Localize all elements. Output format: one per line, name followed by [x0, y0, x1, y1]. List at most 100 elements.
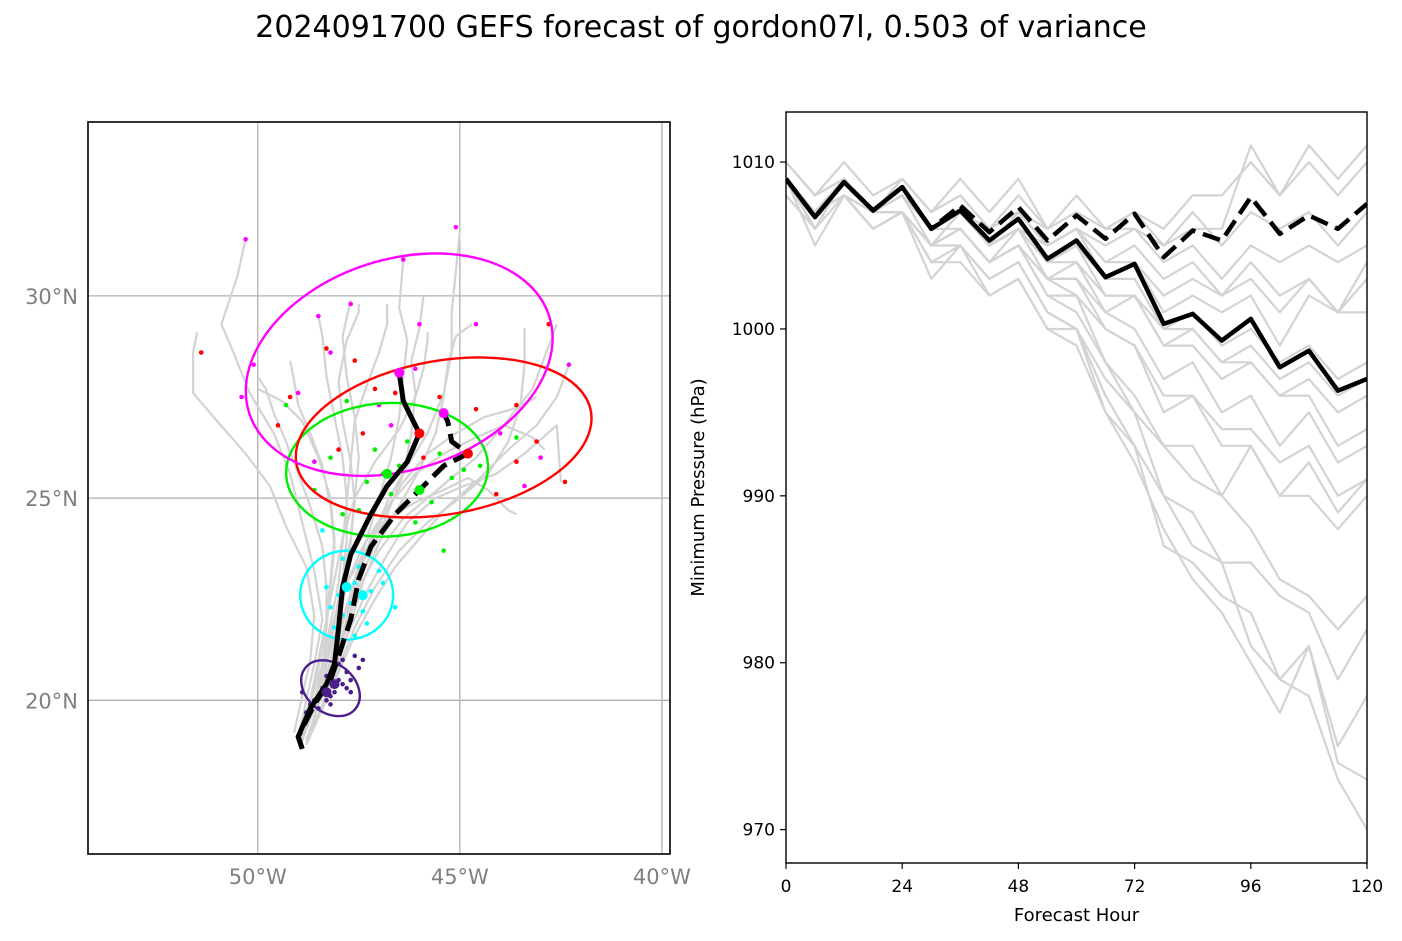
member-position-dot-120h [243, 236, 248, 242]
member-position-dot-24h [348, 689, 354, 695]
member-position-dot-72h [364, 479, 370, 485]
mean-position-dot-120h [438, 408, 449, 419]
member-position-dot-96h [473, 406, 479, 412]
member-position-dot-24h [356, 665, 362, 671]
xtick-label: 96 [1240, 877, 1262, 897]
member-position-dot-72h [413, 520, 418, 525]
member-position-dot-48h [352, 580, 358, 586]
member-position-dot-24h [348, 677, 354, 683]
member-position-dot-48h [380, 580, 386, 586]
member-position-dot-120h [473, 321, 479, 327]
member-position-dot-120h [522, 483, 527, 489]
member-position-dot-96h [352, 358, 358, 363]
map-xtick-label: 50°W [229, 865, 287, 889]
member-position-dot-120h [400, 257, 406, 262]
member-position-dot-24h [344, 685, 349, 691]
member-pressure-line [786, 177, 1367, 831]
member-position-dot-72h [441, 548, 446, 553]
member-position-dot-72h [477, 463, 483, 469]
mean-position-dot-48h [341, 582, 352, 593]
member-position-dot-72h [388, 491, 394, 497]
member-position-dot-24h [352, 653, 358, 659]
member-position-dot-96h [534, 439, 539, 444]
member-position-dot-48h [328, 605, 333, 610]
member-position-dot-72h [328, 455, 333, 460]
member-position-dot-96h [392, 390, 398, 396]
member-position-dot-120h [295, 390, 301, 396]
xtick-label: 120 [1351, 877, 1383, 897]
member-position-dot-72h [461, 467, 467, 473]
member-position-dot-120h [251, 362, 257, 367]
member-position-dot-24h [332, 689, 337, 695]
y-axis-label: Minimum Pressure (hPa) [688, 378, 709, 596]
member-track [305, 364, 571, 746]
ytick-label: 1010 [732, 153, 775, 173]
xtick-label: 24 [891, 877, 913, 897]
member-position-dot-48h [368, 588, 374, 594]
mean-position-dot-24h [321, 687, 332, 698]
uncertainty-ellipse-24h [300, 659, 361, 718]
member-position-dot-96h [198, 350, 204, 355]
member-position-dot-96h [514, 459, 519, 465]
mean-position-dot-72h [414, 485, 425, 496]
member-position-dot-48h [320, 528, 325, 533]
member-track [192, 332, 316, 733]
ytick-label: 970 [743, 821, 775, 841]
member-position-dot-96h [562, 479, 568, 485]
member-position-dot-120h [538, 455, 543, 460]
member-position-dot-24h [340, 681, 345, 687]
member-position-dot-120h [348, 301, 354, 307]
member-position-dot-72h [372, 447, 378, 452]
member-position-dot-24h [340, 657, 345, 663]
member-position-dot-120h [566, 362, 572, 367]
mean-position-dot-24h [329, 679, 340, 690]
member-position-dot-48h [340, 556, 345, 562]
line-frame [785, 111, 1368, 864]
map-xtick-label: 45°W [431, 865, 489, 889]
figure-title: 2024091700 GEFS forecast of gordon07l, 0… [255, 10, 1147, 45]
member-position-dot-48h [352, 633, 358, 638]
map-plot-area [88, 122, 670, 854]
ytick-label: 980 [743, 654, 775, 674]
member-position-dot-96h [287, 394, 293, 400]
member-position-dot-48h [332, 625, 337, 630]
member-pressure-line [786, 177, 1367, 681]
member-pressure-line [786, 161, 1367, 397]
member-position-dot-120h [316, 313, 321, 319]
member-position-dot-96h [437, 394, 442, 400]
mean-track-dashed [295, 412, 471, 750]
member-position-dot-24h [328, 702, 333, 707]
map-ytick-label: 20°N [25, 689, 78, 713]
member-pressure-line [786, 177, 1367, 464]
member-position-dot-48h [376, 568, 382, 574]
ytick-label: 990 [743, 487, 775, 507]
member-position-dot-72h [340, 511, 345, 517]
line-plot-area [786, 144, 1367, 831]
member-position-dot-48h [360, 609, 366, 614]
member-position-dot-96h [360, 431, 366, 436]
member-position-dot-48h [356, 564, 362, 570]
member-track [220, 239, 324, 737]
member-position-dot-120h [239, 394, 244, 400]
member-position-dot-72h [429, 499, 434, 505]
mean-pressure-dashed [786, 177, 1367, 260]
member-position-dot-72h [283, 402, 289, 408]
member-position-dot-120h [413, 366, 418, 371]
map-ytick-label: 25°N [25, 487, 78, 511]
member-position-dot-120h [312, 459, 317, 465]
member-position-dot-96h [324, 346, 329, 351]
member-position-dot-96h [421, 455, 426, 460]
member-position-dot-120h [497, 431, 503, 436]
member-position-dot-72h [449, 475, 455, 481]
uncertainty-ellipse-48h [298, 549, 395, 641]
map-xtick-label: 40°W [633, 865, 691, 889]
member-position-dot-48h [392, 605, 398, 610]
ytick-label: 1000 [732, 320, 775, 340]
xtick-label: 0 [781, 877, 792, 897]
member-track [289, 360, 336, 742]
member-track [297, 304, 389, 742]
mean-position-dot-120h [394, 367, 405, 378]
mean-position-dot-72h [382, 468, 393, 479]
member-position-dot-96h [275, 423, 281, 428]
